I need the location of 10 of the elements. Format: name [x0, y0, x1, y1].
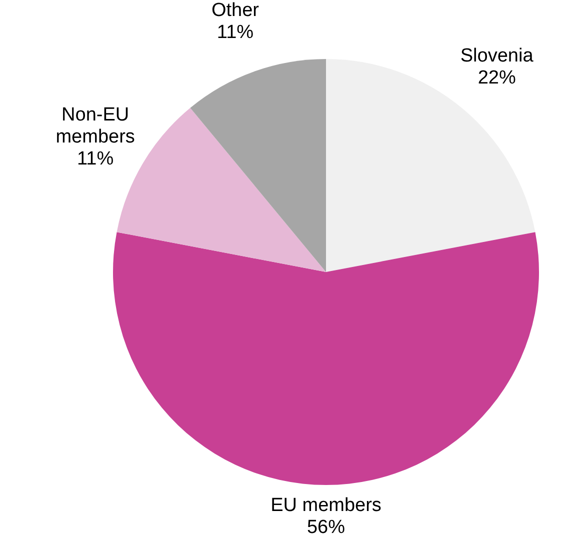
pie-slice [190, 59, 326, 272]
data-label: 56% [306, 517, 346, 538]
slice-label: Other [211, 0, 260, 21]
data-label: 22% [478, 68, 516, 88]
slice-label: Slovenia [460, 46, 534, 66]
data-label: 11% [77, 148, 114, 170]
slice-label: Non-EU members [56, 104, 135, 148]
data-label: 11% [216, 22, 254, 43]
slice-label: EU members [270, 495, 382, 516]
pie-slice [113, 232, 539, 485]
